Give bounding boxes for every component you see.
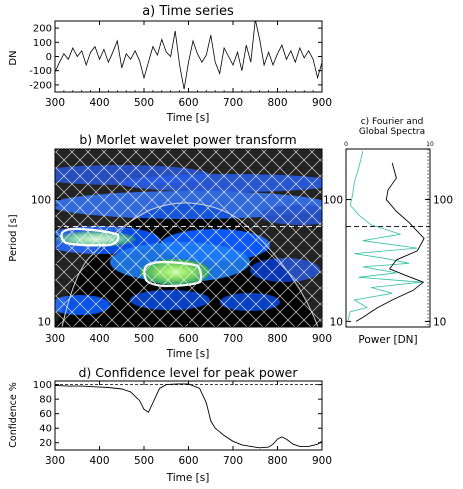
b-xtick-label: 900 [312, 333, 332, 345]
b-xtick-label: 600 [178, 333, 198, 345]
a-ytick-label: 200 [33, 24, 52, 35]
a-ytick-label: -100 [29, 66, 52, 77]
c-ytick-label: 100 [323, 195, 343, 207]
a-xtick-label: 700 [223, 97, 243, 109]
panel-b-ylabel: Period [s] [8, 214, 19, 261]
global-spectrum-line [355, 162, 425, 322]
b-xtick-label: 800 [267, 333, 287, 345]
d-xtick-label: 700 [223, 455, 243, 467]
panel-d-frame [54, 380, 323, 451]
d-xtick-label: 900 [312, 455, 332, 467]
a-ytick-label: 100 [33, 38, 52, 49]
a-xtick-label: 400 [89, 97, 109, 109]
c-xtick-label: 10 [426, 141, 434, 148]
panel-c: 0 10 10 10 100 100 Power [DN] [323, 141, 453, 346]
a-xtick-label: 300 [45, 97, 65, 109]
panel-a-title: a) Time series [142, 4, 234, 19]
a-xtick-label: 500 [134, 97, 154, 109]
d-ytick-label: 40 [39, 424, 52, 435]
c-ytick-label-right: 100 [433, 195, 453, 207]
d-xtick-label: 600 [178, 455, 198, 467]
d-ytick-label: 100 [33, 380, 52, 391]
time-series-line [55, 21, 322, 90]
panel-c-xlabel: Power [DN] [358, 334, 417, 346]
b-xtick-label: 300 [45, 333, 65, 345]
a-ytick-label: 0 [46, 52, 52, 63]
a-ytick-label: -200 [29, 80, 52, 91]
panel-d: 300 400 500 600 700 800 900 20 40 60 80 100 Time [s… [8, 380, 332, 484]
a-xtick-label: 800 [267, 97, 287, 109]
panel-a-ylabel: DN [8, 50, 19, 65]
confidence-line [55, 383, 322, 449]
panel-a: 300 400 500 600 700 800 900 -200 -100 0 100 200 Tim… [8, 20, 332, 124]
panel-c-title: c) Fourier and Global Spectra [359, 117, 425, 137]
panel-b: 300 400 500 600 700 800 900 10 100 Time [s] Peri… [8, 148, 332, 360]
panel-d-xlabel: Time [s] [166, 472, 210, 484]
c-ytick-label: 10 [330, 316, 343, 328]
d-ytick-label: 20 [39, 438, 52, 449]
d-xtick-label: 500 [134, 455, 154, 467]
b-xtick-label: 400 [89, 333, 109, 345]
panel-a-frame [54, 20, 323, 93]
b-xtick-label: 500 [134, 333, 154, 345]
panel-a-xlabel: Time [s] [166, 112, 210, 124]
d-xtick-label: 800 [267, 455, 287, 467]
panel-b-xlabel: Time [s] [166, 348, 210, 360]
panel-d-ylabel: Confidence % [8, 382, 19, 447]
c-ytick-label-right: 10 [433, 316, 446, 328]
panel-b-title: b) Morlet wavelet power transform [79, 132, 296, 147]
b-ytick-label: 10 [38, 316, 51, 328]
b-xtick-label: 700 [223, 333, 243, 345]
d-ytick-label: 80 [39, 395, 52, 406]
d-xtick-label: 400 [89, 455, 109, 467]
d-xtick-label: 300 [45, 455, 65, 467]
a-xtick-label: 900 [312, 97, 332, 109]
fourier-spectrum-line [347, 151, 422, 322]
b-ytick-label: 100 [31, 195, 51, 207]
a-xtick-label: 600 [178, 97, 198, 109]
d-ytick-label: 60 [39, 409, 52, 420]
c-xtick-label: 0 [344, 141, 348, 148]
panel-c-frame [345, 148, 431, 328]
panel-d-title: d) Confidence level for peak power [78, 365, 298, 380]
wavelet-power-map [55, 149, 322, 327]
